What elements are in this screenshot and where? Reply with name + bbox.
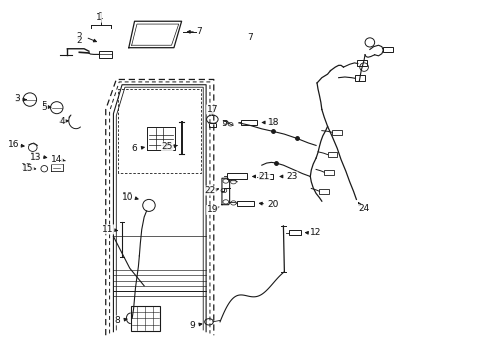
Bar	[357, 60, 368, 66]
Text: 13: 13	[30, 152, 42, 161]
Text: 21: 21	[259, 172, 270, 181]
Text: 13: 13	[30, 153, 42, 162]
Text: 15: 15	[21, 163, 32, 172]
Text: 9: 9	[189, 321, 195, 330]
Text: 7: 7	[196, 27, 202, 36]
Text: 10: 10	[122, 193, 133, 202]
Text: 22: 22	[205, 187, 216, 196]
Text: 10: 10	[122, 193, 133, 202]
Text: 19: 19	[207, 206, 218, 215]
Text: 24: 24	[359, 204, 370, 213]
Text: 24: 24	[359, 204, 370, 213]
Text: 3: 3	[14, 95, 20, 104]
Text: 12: 12	[310, 229, 322, 238]
Text: 6: 6	[132, 144, 137, 153]
Bar	[237, 201, 254, 207]
Text: 4: 4	[59, 117, 64, 126]
Text: 16: 16	[8, 140, 19, 149]
Bar	[324, 170, 334, 175]
Text: 17: 17	[207, 105, 218, 114]
Bar	[241, 120, 257, 125]
Text: 1: 1	[98, 12, 104, 21]
Text: 14: 14	[51, 155, 62, 164]
Text: 5: 5	[41, 102, 47, 111]
Text: 2: 2	[76, 36, 82, 45]
Text: 4: 4	[60, 117, 65, 126]
Text: 14: 14	[51, 155, 62, 164]
Text: 23: 23	[286, 172, 298, 181]
Bar	[259, 174, 273, 179]
Bar	[289, 230, 301, 235]
Text: 1: 1	[96, 13, 101, 22]
Bar	[131, 306, 160, 331]
Text: 3: 3	[14, 94, 20, 103]
Text: 21: 21	[259, 172, 270, 181]
Text: 23: 23	[286, 172, 298, 181]
Bar	[227, 173, 247, 179]
Text: 19: 19	[207, 206, 218, 215]
Bar	[383, 47, 393, 52]
Text: 11: 11	[102, 225, 114, 234]
Text: 20: 20	[267, 200, 278, 209]
Bar	[355, 75, 365, 81]
Text: 25: 25	[162, 142, 173, 151]
Text: 8: 8	[115, 316, 121, 325]
Text: 16: 16	[8, 140, 19, 149]
Text: 2: 2	[76, 32, 82, 41]
Text: 8: 8	[115, 316, 121, 325]
Bar	[319, 189, 329, 194]
Bar	[98, 50, 112, 58]
Text: 11: 11	[102, 225, 114, 234]
Text: 25: 25	[163, 143, 174, 152]
Bar	[328, 153, 337, 157]
Text: 7: 7	[247, 33, 253, 42]
Text: 15: 15	[22, 164, 34, 173]
Text: 18: 18	[267, 118, 279, 127]
Text: 9: 9	[189, 321, 195, 330]
Text: 17: 17	[207, 105, 218, 114]
Bar	[332, 130, 342, 135]
Text: 22: 22	[205, 186, 216, 195]
Text: 12: 12	[310, 229, 322, 238]
Text: 20: 20	[267, 200, 278, 209]
Text: 6: 6	[132, 144, 137, 153]
Text: 18: 18	[268, 118, 280, 127]
Text: 5: 5	[41, 103, 47, 112]
